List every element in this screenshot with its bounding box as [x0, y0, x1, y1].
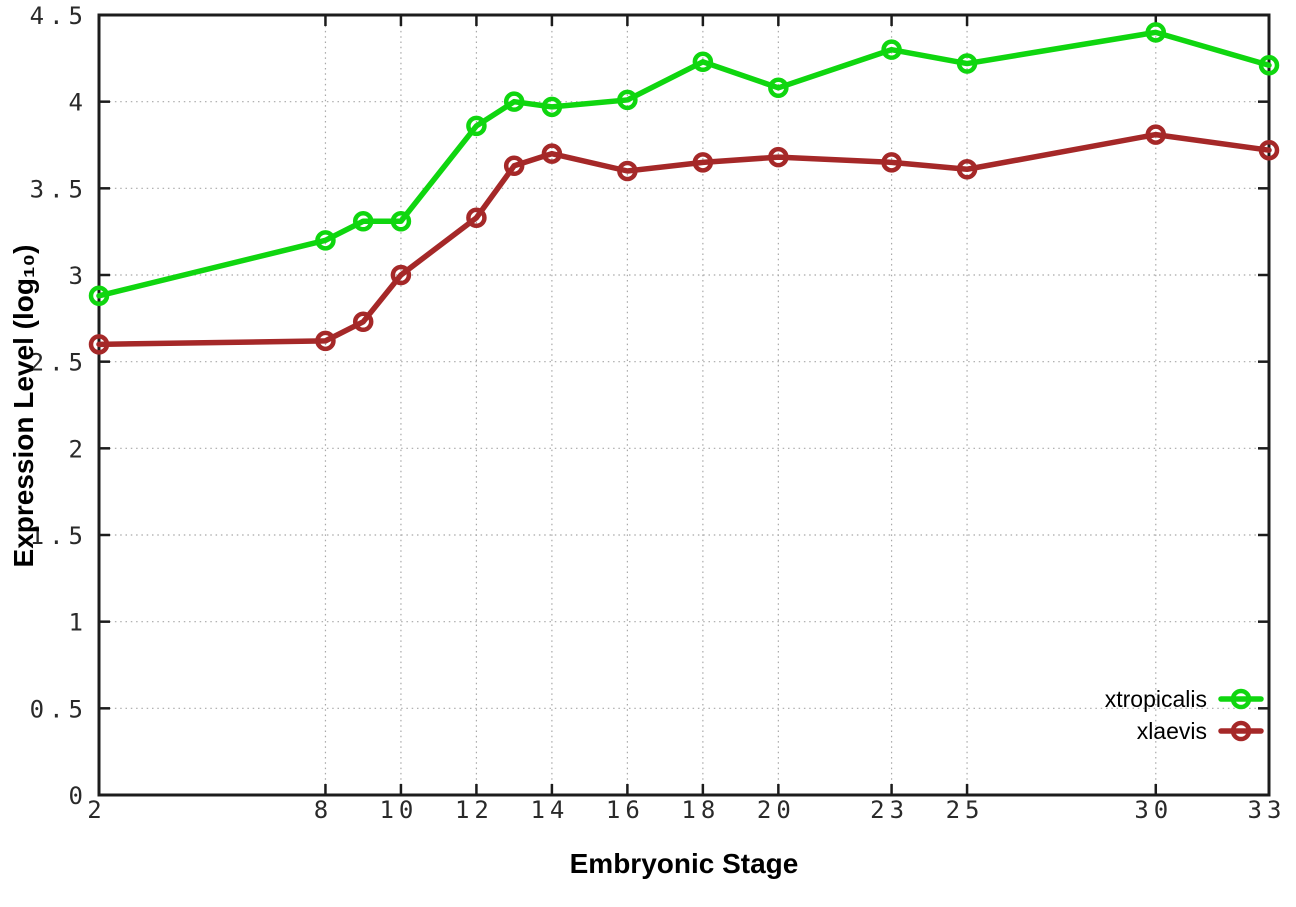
y-tick-label-3.5: 3.5: [30, 175, 88, 203]
x-tick-label-33: 33: [1248, 796, 1287, 824]
data-point-xlaevis-stage-10: [390, 264, 412, 286]
data-point-xtropicalis-stage-33: [1258, 55, 1280, 76]
x-tick-label-16: 16: [606, 796, 645, 824]
x-tick-label-10: 10: [379, 796, 418, 824]
data-point-xtropicalis-stage-9: [352, 211, 374, 232]
data-point-xtropicalis-stage-16: [617, 89, 638, 111]
data-point-xtropicalis-stage-14: [541, 96, 563, 118]
data-point-xtropicalis-stage-20: [768, 77, 789, 99]
x-tick-label-23: 23: [870, 796, 909, 824]
y-tick-label-2: 2: [69, 435, 88, 463]
x-tick-label-14: 14: [530, 796, 569, 824]
data-point-xlaevis-stage-18: [692, 152, 714, 173]
y-tick-label-4.5: 4.5: [30, 2, 88, 30]
x-tick-label-25: 25: [946, 796, 985, 824]
data-point-xtropicalis-stage-10: [390, 211, 412, 232]
y-tick-label-2.5: 2.5: [30, 349, 88, 377]
data-point-xlaevis-stage-12: [466, 207, 487, 229]
data-point-xlaevis-stage-25: [956, 159, 978, 180]
y-tick-label-4: 4: [69, 89, 88, 117]
y-tick-label-0.5: 0.5: [30, 695, 88, 723]
data-point-xlaevis-stage-9: [352, 311, 374, 333]
data-point-xtropicalis-stage-2: [88, 285, 110, 307]
data-point-xlaevis-stage-2: [88, 334, 110, 355]
legend-marker-xtropicalis: [1230, 688, 1252, 710]
x-tick-label-30: 30: [1134, 796, 1173, 824]
x-tick-label-18: 18: [681, 796, 720, 824]
x-tick-label-20: 20: [757, 796, 796, 824]
series-line-xlaevis: [96, 131, 1272, 348]
data-point-xlaevis-stage-23: [881, 152, 902, 173]
plot-border: [97, 13, 1271, 797]
data-point-xtropicalis-stage-18: [692, 51, 714, 73]
data-point-xtropicalis-stage-8: [315, 230, 336, 251]
legend-label-xlaevis: xlaevis: [1137, 718, 1207, 744]
legend-marker-xlaevis: [1230, 720, 1252, 742]
x-tick-label-8: 8: [314, 796, 333, 824]
x-tick-label-2: 2: [87, 796, 106, 824]
data-point-xtropicalis-stage-30: [1145, 22, 1167, 43]
data-point-xlaevis-stage-20: [768, 146, 789, 168]
y-tick-label-3: 3: [69, 262, 88, 290]
data-point-xlaevis-stage-14: [541, 143, 563, 164]
data-point-xlaevis-stage-30: [1145, 124, 1167, 145]
y-tick-label-1.5: 1.5: [30, 522, 88, 550]
data-point-xlaevis-stage-8: [315, 330, 336, 352]
legend-label-xtropicalis: xtropicalis: [1105, 686, 1207, 712]
y-tick-label-1: 1: [69, 609, 88, 637]
data-point-xlaevis-stage-13: [503, 155, 525, 177]
y-tick-label-0: 0: [69, 782, 88, 810]
data-point-xtropicalis-stage-12: [466, 115, 487, 137]
x-axis-title: Embryonic Stage: [569, 848, 799, 879]
data-point-xtropicalis-stage-25: [956, 53, 978, 74]
y-axis-title: Expression Level (log₁₀): [8, 244, 39, 568]
data-point-xlaevis-stage-16: [617, 160, 638, 182]
data-point-xtropicalis-stage-13: [503, 91, 525, 112]
x-tick-label-12: 12: [455, 796, 494, 824]
data-point-xlaevis-stage-33: [1258, 139, 1280, 161]
data-point-xtropicalis-stage-23: [881, 39, 902, 60]
